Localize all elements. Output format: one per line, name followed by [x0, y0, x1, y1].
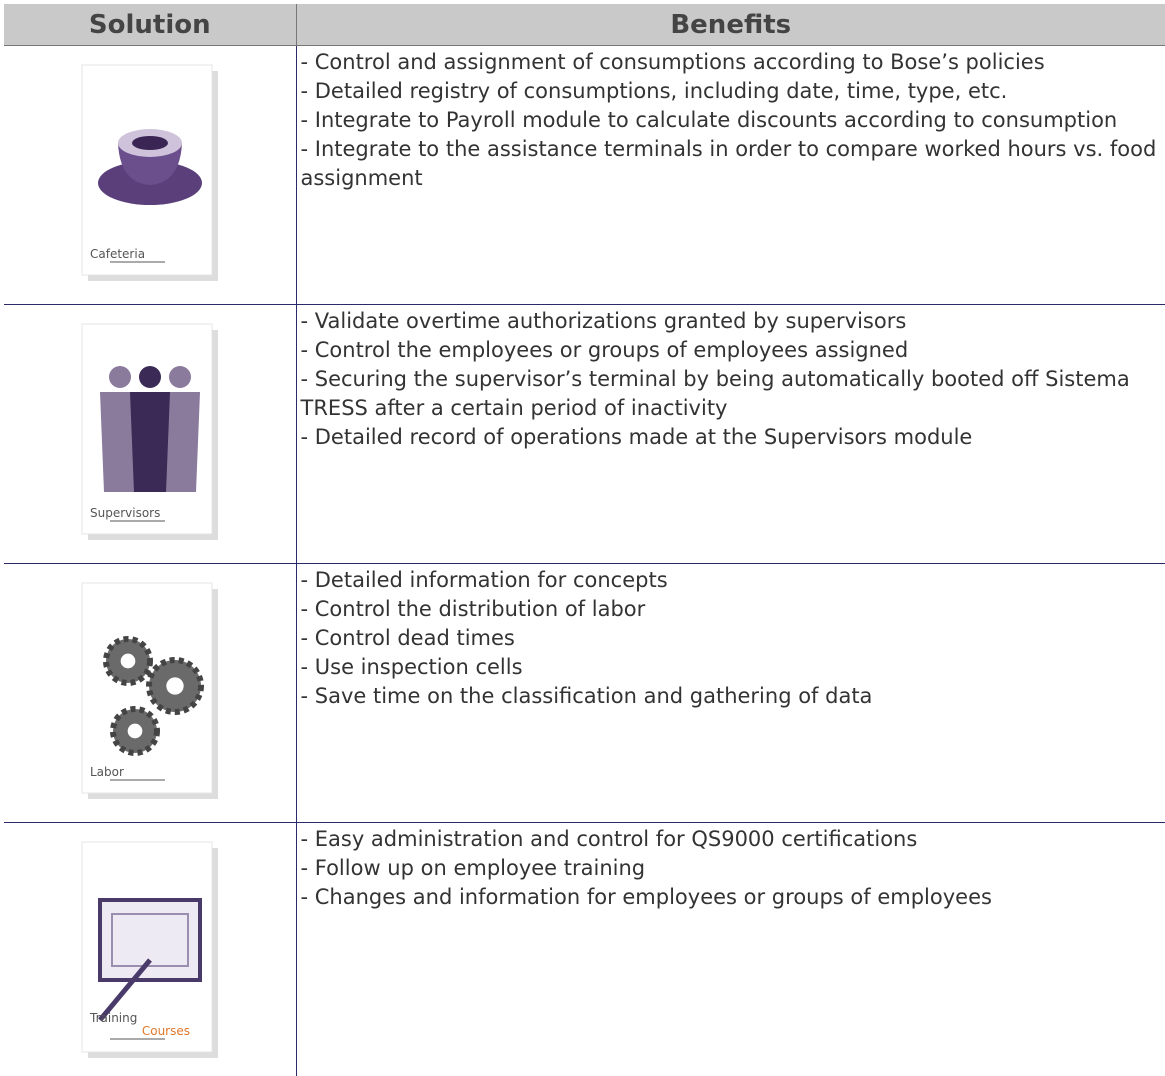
- solution-icon: Labor: [81, 582, 218, 799]
- body: [129, 392, 170, 492]
- benefit-line: - Use inspection cells: [300, 655, 523, 679]
- benefit-line: - Control the employees or groups of emp…: [300, 338, 909, 362]
- icon-art: [102, 636, 204, 756]
- benefits-cell: - Easy administration and control for QS…: [295, 822, 1165, 1076]
- benefit-line: - Control and assignment of consumptions…: [300, 50, 1045, 74]
- icon-art: [99, 366, 200, 492]
- icon-label: Supervisors: [90, 506, 160, 520]
- gear-hole: [127, 723, 143, 739]
- icon-label: Training: [89, 1011, 137, 1025]
- solution-cell: Cafeteria: [4, 45, 297, 305]
- solutions-table: Solution Benefits Cafeteria - Control and…: [4, 4, 1165, 1076]
- benefit-line: - Changes and information for employees …: [300, 885, 992, 909]
- benefits-cell: - Control and assignment of consumptions…: [295, 45, 1165, 305]
- body: [99, 392, 140, 492]
- head: [168, 366, 191, 388]
- benefit-line: - Save time on the classification and ga…: [300, 684, 873, 708]
- table-row: Training Courses - Easy administration and…: [4, 822, 1165, 1076]
- benefit-line: - Follow up on employee training: [300, 856, 646, 880]
- table-row: Supervisors - Validate overtime authoriza…: [4, 304, 1165, 564]
- board-inner: [110, 913, 189, 967]
- icon-label: Courses: [142, 1024, 190, 1038]
- pointer: [97, 958, 152, 1022]
- solution-icon: Training Courses: [81, 841, 218, 1058]
- gear-hole: [120, 653, 136, 669]
- benefit-line: - Control the distribution of labor: [300, 597, 646, 621]
- body: [159, 392, 200, 492]
- gear-hole: [166, 677, 184, 695]
- table-row: Cafeteria - Control and assignment of con…: [4, 45, 1165, 305]
- solution-icon: Cafeteria: [81, 64, 218, 281]
- header-cell: Solution: [4, 4, 297, 46]
- icon-label: Cafeteria: [90, 247, 145, 261]
- board: [97, 898, 202, 982]
- solution-icon: Supervisors: [81, 323, 218, 540]
- benefit-line: - Detailed information for concepts: [300, 568, 668, 592]
- head: [138, 366, 161, 388]
- solution-cell: Supervisors: [4, 304, 297, 564]
- icon-art: [97, 898, 202, 1022]
- table-row: Labor - Detailed information for concepts…: [4, 563, 1165, 823]
- benefit-line: - Control dead times: [300, 626, 515, 650]
- icon-art: [97, 129, 202, 205]
- benefits-cell: - Detailed information for concepts - Con…: [295, 563, 1165, 823]
- header-cell: Benefits: [295, 4, 1165, 46]
- benefit-line: - Validate overtime authorizations grant…: [300, 309, 907, 333]
- benefit-line: - Integrate to Payroll module to calcula…: [300, 108, 1118, 132]
- benefit-line: - Securing the supervisor’s terminal by …: [300, 367, 1130, 420]
- benefit-line: - Integrate to the assistance terminals …: [300, 137, 1157, 190]
- header-row: Solution Benefits: [4, 4, 1165, 46]
- coffee: [131, 136, 168, 150]
- solution-cell: Training Courses: [4, 822, 297, 1076]
- benefits-cell: - Validate overtime authorizations grant…: [295, 304, 1165, 564]
- icon-label: Labor: [90, 765, 124, 779]
- benefit-line: - Detailed record of operations made at …: [300, 425, 973, 449]
- solution-cell: Labor: [4, 563, 297, 823]
- benefit-line: - Easy administration and control for QS…: [300, 827, 918, 851]
- head: [108, 366, 131, 388]
- benefit-line: - Detailed registry of consumptions, inc…: [300, 79, 1008, 103]
